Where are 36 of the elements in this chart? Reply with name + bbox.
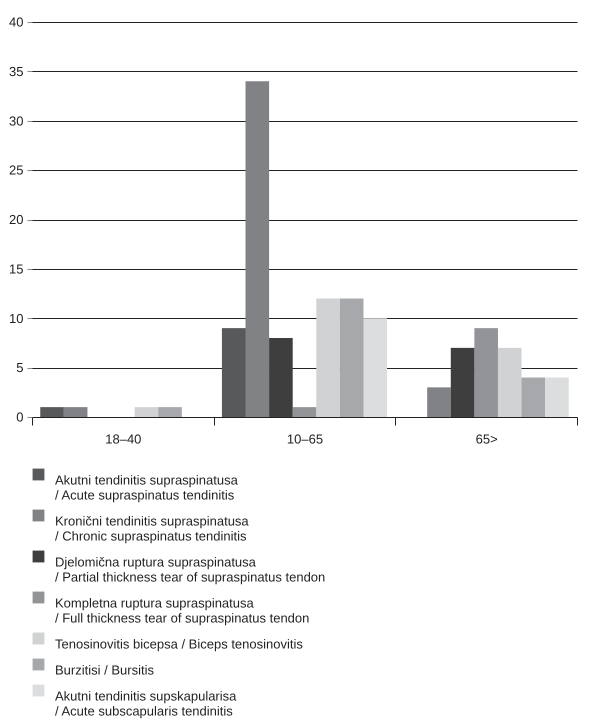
legend-label: Kronični tendinitis supraspinatusa / Chronic supraspinatus tendinitis	[55, 514, 250, 544]
y-tick-label: 25	[9, 162, 24, 178]
y-tick-label: 10	[9, 310, 24, 326]
bar	[158, 407, 182, 417]
y-tick-label: 0	[16, 410, 24, 424]
x-tick-label: 18–40	[105, 432, 142, 446]
x-tick-label: 65>	[476, 432, 498, 446]
bar	[498, 348, 522, 417]
y-tick-label: 20	[9, 212, 24, 227]
y-tick-label: 30	[9, 113, 24, 128]
y-tick-label: 15	[9, 261, 24, 276]
y-tick-label: 5	[16, 360, 24, 376]
bar	[340, 298, 364, 417]
bar	[363, 318, 388, 417]
bar	[545, 378, 569, 417]
bar	[450, 348, 474, 417]
bar	[522, 378, 546, 417]
bar	[134, 407, 158, 417]
bar	[64, 407, 88, 417]
bar	[269, 338, 293, 417]
legend-label: Djelomična ruptura supraspinatusa / Partial thickness tear of supraspinatus tendon	[55, 554, 326, 584]
bar	[222, 328, 246, 417]
x-tick-label: 10–65	[286, 432, 324, 446]
bar	[292, 407, 316, 417]
legend-label: Kompletna ruptura supraspinatusa / Full thickness tear of supraspinatus tendon	[55, 596, 310, 626]
bar	[474, 328, 498, 417]
y-tick-label: 40	[9, 14, 24, 30]
y-tick-label: 35	[9, 64, 24, 79]
legend-label: Burzitisi / Bursitis	[55, 662, 154, 678]
legend-label: Akutni tendinitis supraspinatusa / Acute supraspinatus tendinitis	[55, 472, 239, 502]
bar	[316, 298, 340, 417]
legend-label: Tenosinovitis bicepsa / Biceps tenosinovitis	[55, 636, 304, 652]
bar	[427, 387, 451, 417]
bar	[246, 81, 270, 417]
legend-label: Akutni tendinitis supskapularisa / Acute subscapularis tendinitis	[55, 688, 238, 718]
bar	[40, 407, 64, 417]
